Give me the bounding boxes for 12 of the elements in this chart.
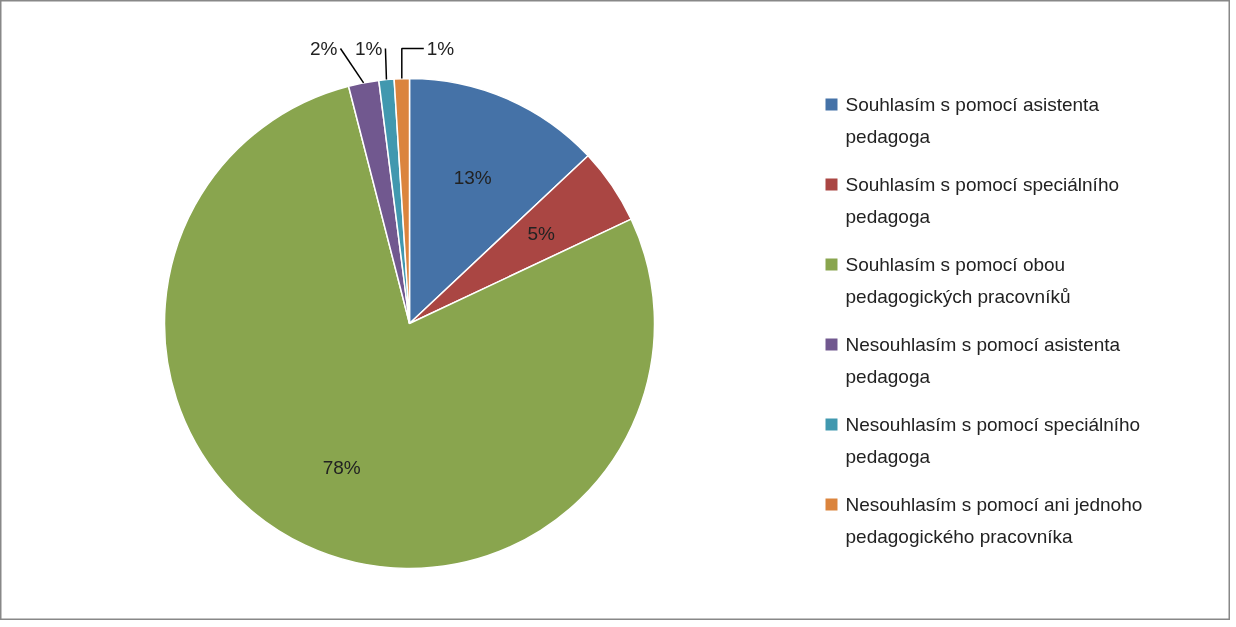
data-label: 1% [426, 38, 455, 59]
legend-label: Nesouhlasím s pomocí speciálního pedagoga [845, 414, 1141, 467]
legend-label: Souhlasím s pomocí asistenta pedagoga [845, 94, 1100, 147]
legend-label: Nesouhlasím s pomocí ani jednoho pedagogického pracovníka [845, 494, 1143, 547]
legend-label: Souhlasím s pomocí speciálního pedagoga [845, 174, 1120, 227]
data-label: 5% [527, 223, 556, 245]
data-label: 2% [309, 38, 338, 59]
legend-label: Nesouhlasím s pomocí asistenta pedagoga [845, 334, 1121, 387]
data-label: 78% [322, 457, 361, 479]
legend-label: Souhlasím s pomocí obou pedagogických pracovníků [845, 254, 1071, 307]
data-label: 13% [453, 166, 492, 188]
data-label: 1% [354, 38, 383, 59]
